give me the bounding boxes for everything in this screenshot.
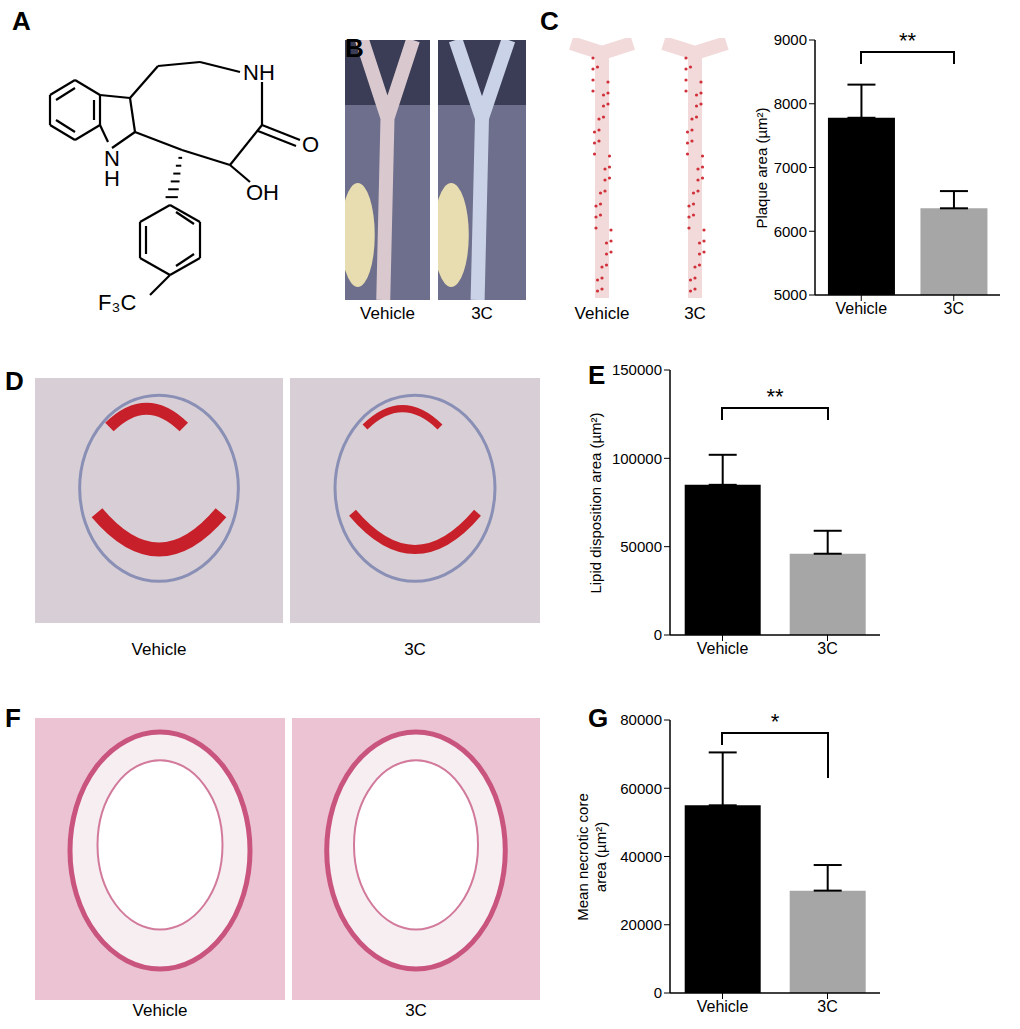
html-text:3C: 3C (471, 304, 493, 323)
svg-text:Vehicle: Vehicle (697, 640, 749, 657)
svg-text:6000: 6000 (774, 223, 807, 240)
html-text:F: F (5, 703, 21, 733)
svg-text:3C: 3C (944, 300, 964, 317)
svg-text:5000: 5000 (774, 286, 807, 303)
svg-text:0: 0 (654, 984, 662, 1001)
svg-text:OH: OH (246, 180, 279, 205)
svg-text:40000: 40000 (620, 848, 662, 865)
html-text:Mean necrotic core area (µm²): Mean necrotic core area (µm²) (574, 792, 609, 921)
svg-text:7000: 7000 (774, 159, 807, 176)
html-text:C: C (540, 6, 559, 36)
svg-text:N: N (104, 146, 120, 171)
svg-text:Vehicle: Vehicle (697, 998, 749, 1015)
html-text:Vehicle: Vehicle (574, 304, 630, 323)
svg-text:20000: 20000 (620, 916, 662, 933)
svg-text:150000: 150000 (612, 361, 662, 378)
svg-text:3C: 3C (817, 998, 837, 1015)
html-text:G: G (588, 703, 609, 733)
svg-text:60000: 60000 (620, 780, 662, 797)
html-text:D: D (5, 366, 24, 396)
svg-text:9000: 9000 (774, 31, 807, 48)
html-text:Vehicle: Vehicle (131, 640, 187, 659)
svg-text:80000: 80000 (620, 711, 662, 728)
html-text:3C: 3C (684, 304, 706, 323)
svg-text:NH: NH (243, 60, 275, 85)
html-text:B: B (345, 33, 364, 63)
svg-text:O: O (302, 132, 319, 157)
html-text:Lipid disposition area (µm²): Lipid disposition area (µm²) (587, 411, 604, 594)
html-text:Vehicle: Vehicle (360, 304, 415, 323)
svg-text:Vehicle: Vehicle (835, 300, 887, 317)
svg-text:3C: 3C (817, 640, 837, 657)
html-text:Plaque area (µm²): Plaque area (µm²) (753, 106, 770, 229)
svg-text:F₃C: F₃C (98, 290, 136, 315)
html-text:3C: 3C (404, 640, 426, 659)
html-text:E: E (588, 360, 606, 390)
html-text:Vehicle: Vehicle (132, 1001, 188, 1020)
svg-text:50000: 50000 (620, 538, 662, 555)
svg-text:8000: 8000 (774, 95, 807, 112)
svg-text:H: H (104, 166, 120, 191)
html-text:3C: 3C (405, 1001, 427, 1020)
svg-text:100000: 100000 (612, 450, 662, 467)
html-text:A: A (12, 6, 31, 36)
svg-text:0: 0 (654, 626, 662, 643)
